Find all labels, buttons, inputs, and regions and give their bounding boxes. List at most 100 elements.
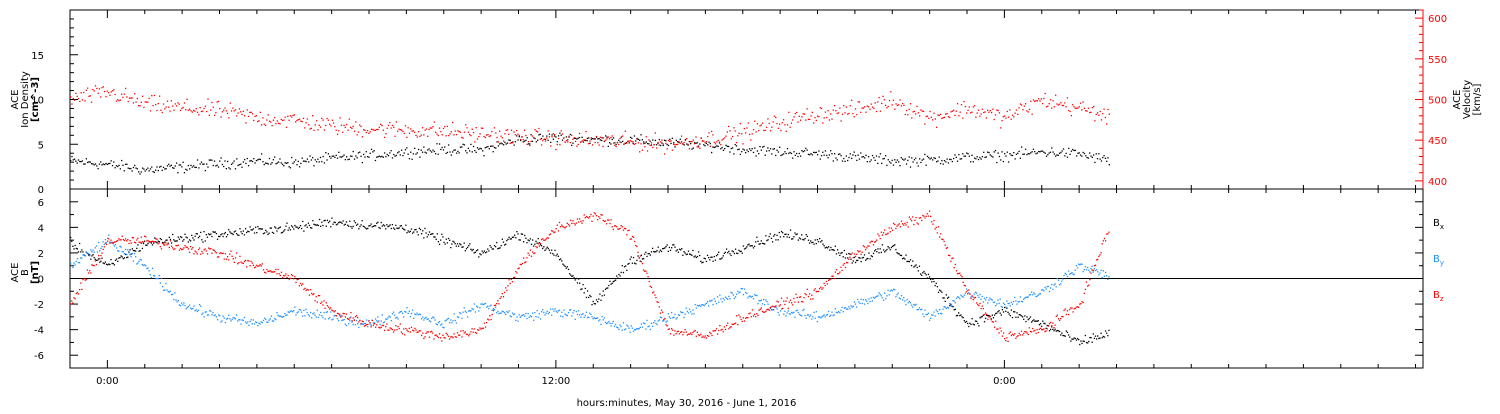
by-point xyxy=(1101,276,1103,279)
by-point xyxy=(741,287,743,290)
velocity-point xyxy=(848,112,850,115)
bx-point xyxy=(1069,336,1071,338)
density-point xyxy=(675,139,677,142)
bz-point xyxy=(362,320,364,323)
bx-point xyxy=(323,220,325,222)
velocity-point xyxy=(421,127,424,129)
density-point xyxy=(773,148,776,150)
by-point xyxy=(993,301,996,303)
density-point xyxy=(637,138,640,141)
bx-point xyxy=(815,242,817,245)
bx-point xyxy=(1088,340,1090,343)
bx-point xyxy=(894,244,896,246)
by-point xyxy=(444,320,446,322)
bx-point xyxy=(320,225,322,228)
velocity-point xyxy=(1004,115,1006,117)
bx-point xyxy=(908,260,911,263)
bx-point xyxy=(1024,315,1026,317)
velocity-point xyxy=(1048,102,1050,105)
by-point xyxy=(710,300,712,302)
by-point xyxy=(788,313,791,315)
bz-point xyxy=(558,221,561,224)
bx-point xyxy=(397,227,399,230)
bx-point xyxy=(628,262,630,265)
by-point xyxy=(450,319,452,321)
bz-point xyxy=(944,244,946,246)
density-point xyxy=(330,157,332,159)
bx-point xyxy=(600,299,602,301)
density-point xyxy=(138,171,140,173)
velocity-point xyxy=(1056,103,1058,105)
bz-point xyxy=(91,264,93,266)
by-point xyxy=(619,324,621,326)
bz-point xyxy=(583,214,585,216)
bx-point xyxy=(507,238,509,241)
by-point xyxy=(787,310,789,312)
velocity-point xyxy=(301,120,303,123)
by-point xyxy=(214,314,216,316)
density-point xyxy=(467,147,469,150)
bx-point xyxy=(135,250,137,252)
bx-point xyxy=(415,228,417,231)
density-point xyxy=(915,157,917,159)
velocity-point xyxy=(493,127,496,129)
by-point xyxy=(747,297,749,299)
bz-point xyxy=(489,315,491,317)
velocity-point xyxy=(480,127,483,129)
density-point xyxy=(581,136,583,138)
density-point xyxy=(131,170,133,172)
by-point xyxy=(900,295,903,297)
by-point xyxy=(1086,266,1089,269)
velocity-point xyxy=(448,134,450,137)
bx-point xyxy=(630,256,632,258)
bx-point xyxy=(546,246,548,248)
bz-point xyxy=(497,300,499,302)
by-point xyxy=(870,297,872,299)
density-point xyxy=(215,165,217,167)
velocity-point xyxy=(342,131,344,133)
bz-point xyxy=(807,295,810,298)
bz-point xyxy=(1103,237,1106,240)
bz-point xyxy=(918,217,921,219)
bz-point xyxy=(346,317,349,320)
by-point xyxy=(80,257,82,259)
by-point xyxy=(490,304,492,306)
velocity-point xyxy=(539,138,541,140)
density-point xyxy=(510,142,513,144)
velocity-point xyxy=(901,102,904,105)
velocity-point xyxy=(313,129,315,132)
bz-point xyxy=(996,328,998,330)
bx-point xyxy=(736,252,738,254)
by-point xyxy=(746,292,748,295)
density-point xyxy=(782,153,785,155)
y2-tick-label: 450 xyxy=(1428,136,1447,147)
by-point xyxy=(881,297,884,299)
bx-point xyxy=(613,280,616,282)
bz-point xyxy=(914,219,916,222)
bz-point xyxy=(747,317,749,319)
bz-point xyxy=(836,273,839,275)
density-point xyxy=(292,162,294,165)
by-point xyxy=(518,314,520,316)
bz-point xyxy=(155,238,157,240)
density-point xyxy=(117,165,119,168)
by-point xyxy=(419,313,422,316)
by-point xyxy=(924,309,926,311)
bx-point xyxy=(275,227,277,229)
bx-point xyxy=(335,224,338,226)
density-point xyxy=(567,139,569,141)
bz-point xyxy=(733,323,736,325)
bx-point xyxy=(890,246,893,249)
bx-point xyxy=(183,238,185,241)
velocity-point xyxy=(393,126,395,128)
bx-point xyxy=(138,250,140,252)
velocity-point xyxy=(559,143,561,146)
density-point xyxy=(186,169,188,171)
bx-point xyxy=(1098,337,1100,340)
bx-point xyxy=(366,228,368,230)
density-point xyxy=(942,163,944,165)
bx-point xyxy=(181,236,183,239)
velocity-point xyxy=(520,138,522,141)
by-point xyxy=(786,312,788,314)
